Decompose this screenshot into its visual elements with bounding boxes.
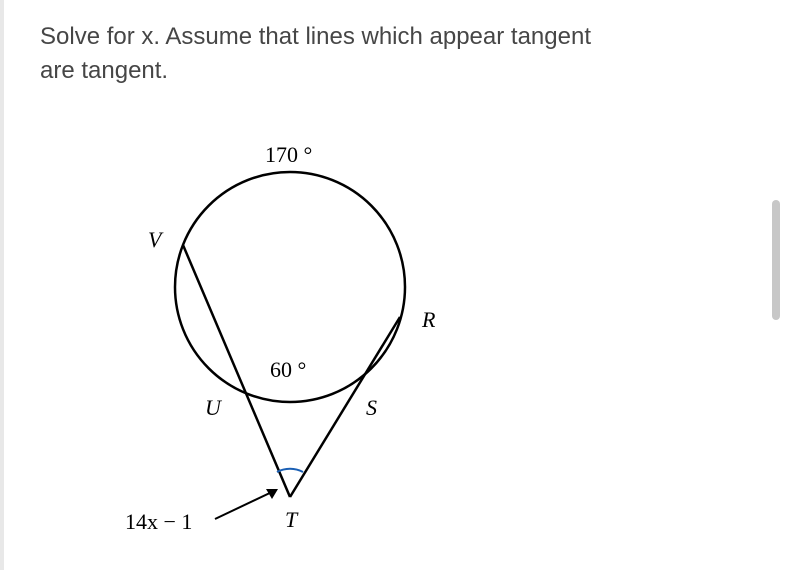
point-label-t: T bbox=[285, 507, 297, 533]
left-page-border bbox=[0, 0, 4, 570]
angle-expression: 14x − 1 bbox=[125, 509, 192, 535]
scrollbar-thumb[interactable] bbox=[772, 200, 780, 320]
question-text: Solve for x. Assume that lines which app… bbox=[40, 20, 760, 87]
point-label-s: S bbox=[366, 395, 377, 421]
point-label-r: R bbox=[422, 307, 435, 333]
secant-line-rt bbox=[290, 317, 400, 497]
question-line-1: Solve for x. Assume that lines which app… bbox=[40, 23, 591, 50]
geometry-diagram: 170 ° 60 ° V R U S T 14x − 1 bbox=[40, 107, 540, 557]
arrow-line bbox=[215, 491, 274, 519]
diagram-svg bbox=[40, 107, 540, 557]
angle-arc bbox=[277, 469, 303, 472]
point-label-v: V bbox=[148, 227, 161, 253]
arc-label-top: 170 ° bbox=[265, 142, 312, 168]
question-line-2: are tangent. bbox=[40, 57, 168, 84]
arc-label-bottom: 60 ° bbox=[270, 357, 306, 383]
point-label-u: U bbox=[205, 395, 221, 421]
